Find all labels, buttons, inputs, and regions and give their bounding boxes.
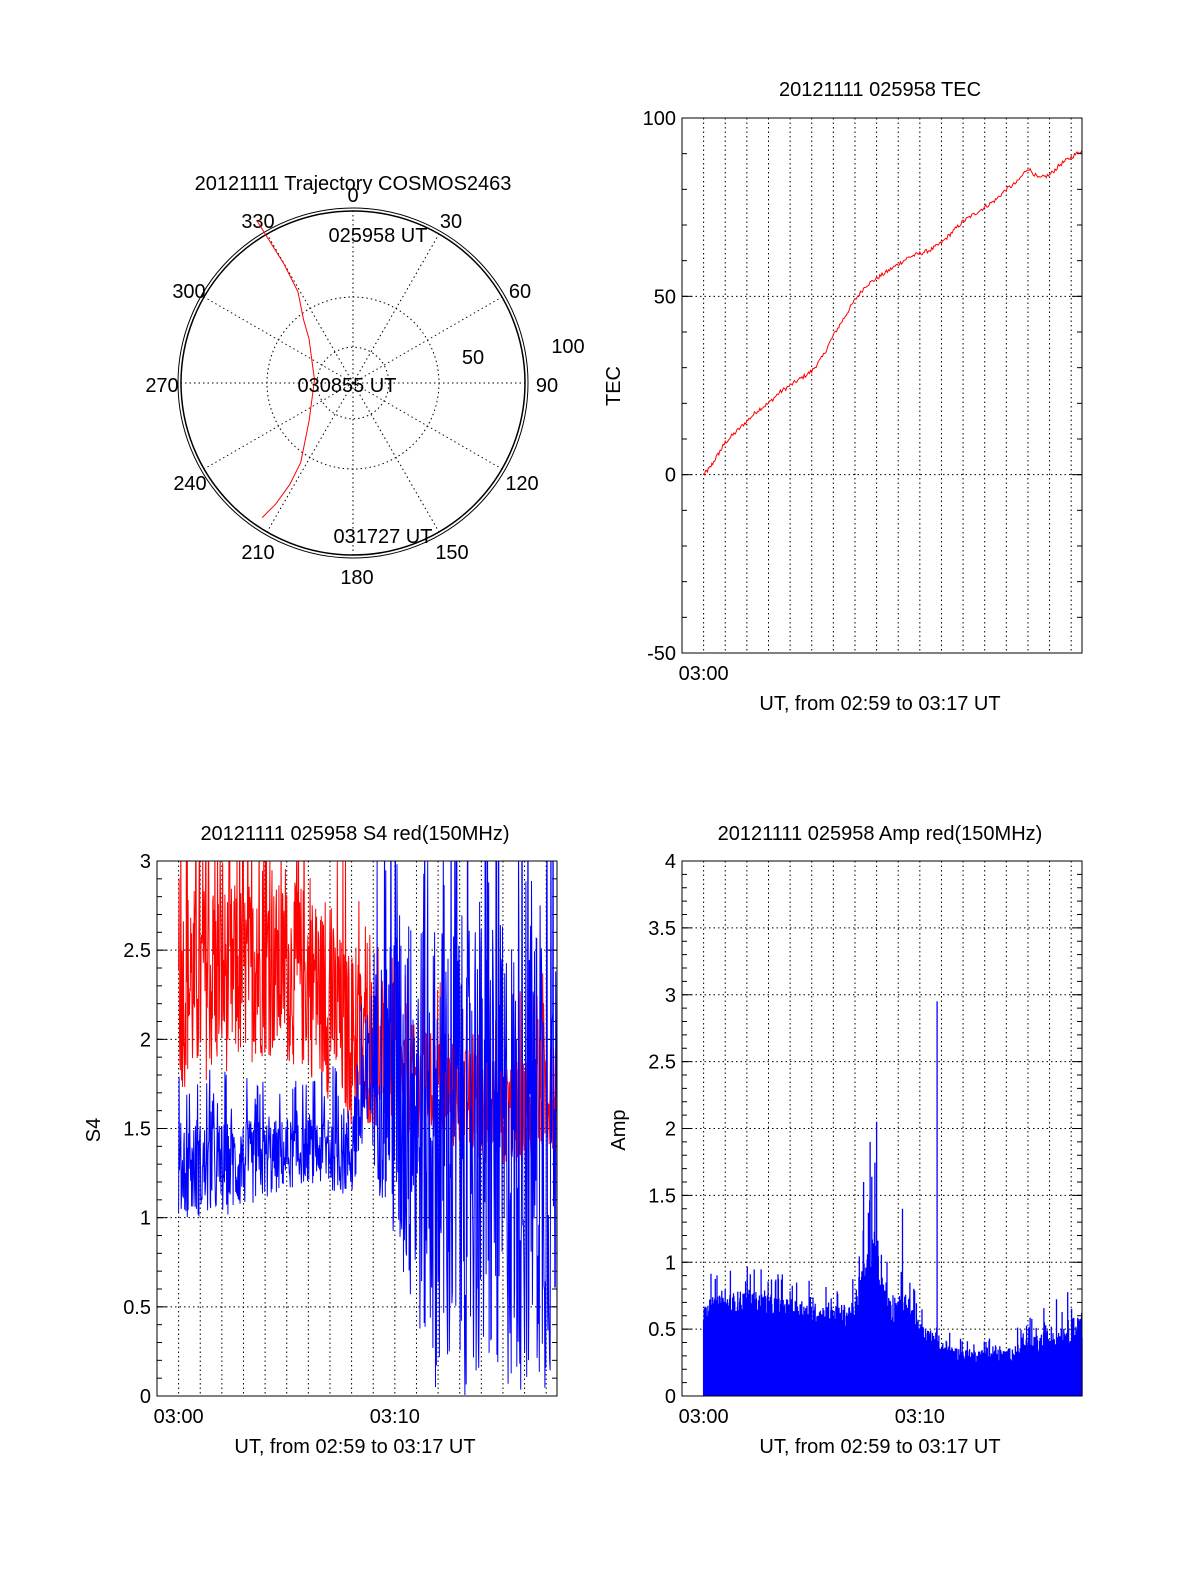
azimuth-label: 120 xyxy=(505,473,538,495)
azimuth-spoke xyxy=(203,382,354,470)
track-label: 025958 UT xyxy=(329,225,428,247)
amp-series-bars xyxy=(702,1001,1083,1396)
y-tick-label: -50 xyxy=(647,643,676,665)
azimuth-label: 150 xyxy=(435,542,468,564)
ring-label: 100 xyxy=(551,336,584,358)
y-tick-label: 2.5 xyxy=(123,940,151,962)
y-tick-label: 100 xyxy=(643,108,676,130)
plot-frame xyxy=(156,860,558,1397)
x-tick-label: 03:00 xyxy=(679,1406,729,1428)
y-tick-label: 2 xyxy=(140,1029,151,1051)
tec-series-line xyxy=(703,149,1083,476)
amp-ylabel: Amp xyxy=(608,1109,630,1150)
tec-panel: 20121111 025958 TEC UT, from 02:59 to 03… xyxy=(603,79,1083,715)
tec-xlabel: UT, from 02:59 to 03:17 UT xyxy=(759,693,1000,715)
azimuth-spoke xyxy=(266,233,354,384)
s4-title: 20121111 025958 S4 red(150MHz) xyxy=(200,823,509,845)
azimuth-spoke xyxy=(352,233,440,384)
plot-frame xyxy=(681,117,1083,654)
y-tick-label: 0 xyxy=(665,1386,676,1408)
y-tick-label: 1 xyxy=(665,1252,676,1274)
azimuth-label: 270 xyxy=(145,375,178,397)
amp-panel: 20121111 025958 Amp red(150MHz) UT, from… xyxy=(608,823,1083,1458)
x-tick-label: 03:00 xyxy=(154,1406,204,1428)
y-tick-label: 1.5 xyxy=(648,1185,676,1207)
y-tick-label: 0 xyxy=(665,465,676,487)
azimuth-label: 210 xyxy=(241,542,274,564)
ring-label: 50 xyxy=(462,347,484,369)
track-label: 030855 UT xyxy=(298,375,397,397)
s4-blue-series-line xyxy=(178,861,557,1396)
azimuth-label: 240 xyxy=(173,473,206,495)
y-tick-label: 4 xyxy=(665,851,676,873)
s4-panel: 20121111 025958 S4 red(150MHz) UT, from … xyxy=(83,823,558,1458)
y-tick-label: 50 xyxy=(654,286,676,308)
tec-title: 20121111 025958 TEC xyxy=(779,79,981,101)
x-tick-label: 03:00 xyxy=(679,663,729,685)
y-tick-label: 3 xyxy=(665,985,676,1007)
polar-trajectory-panel: 20121111 Trajectory COSMOS2463 0 30 60 90 12… xyxy=(145,173,584,589)
y-tick-label: 0.5 xyxy=(123,1297,151,1319)
y-tick-label: 2 xyxy=(665,1119,676,1141)
amp-title: 20121111 025958 Amp red(150MHz) xyxy=(718,823,1043,845)
plot-frame xyxy=(681,860,1083,1397)
y-tick-label: 3.5 xyxy=(648,918,676,940)
tec-ylabel: TEC xyxy=(603,366,625,406)
y-tick-label: 2.5 xyxy=(648,1052,676,1074)
azimuth-spoke xyxy=(203,296,354,384)
azimuth-label: 60 xyxy=(509,281,531,303)
polar-title: 20121111 Trajectory COSMOS2463 xyxy=(195,173,512,195)
y-tick-label: 1 xyxy=(140,1208,151,1230)
azimuth-spoke xyxy=(352,382,503,470)
azimuth-label: 300 xyxy=(172,281,205,303)
azimuth-label: 90 xyxy=(536,375,558,397)
amp-xlabel: UT, from 02:59 to 03:17 UT xyxy=(759,1436,1000,1458)
x-tick-label: 03:10 xyxy=(895,1406,945,1428)
azimuth-label: 180 xyxy=(340,567,373,589)
s4-ylabel: S4 xyxy=(83,1118,105,1142)
x-tick-label: 03:10 xyxy=(370,1406,420,1428)
azimuth-spoke xyxy=(352,382,440,533)
y-tick-label: 1.5 xyxy=(123,1119,151,1141)
horizon-circle-outer xyxy=(177,207,529,559)
track-label: 031727 UT xyxy=(334,526,433,548)
azimuth-label: 0 xyxy=(347,185,358,207)
y-tick-label: 0 xyxy=(140,1386,151,1408)
azimuth-spoke xyxy=(266,382,354,533)
s4-xlabel: UT, from 02:59 to 03:17 UT xyxy=(234,1436,475,1458)
y-tick-label: 0.5 xyxy=(648,1319,676,1341)
azimuth-spoke xyxy=(352,296,503,384)
trajectory-line xyxy=(256,220,316,518)
azimuth-label: 30 xyxy=(440,211,462,233)
y-tick-label: 3 xyxy=(140,851,151,873)
